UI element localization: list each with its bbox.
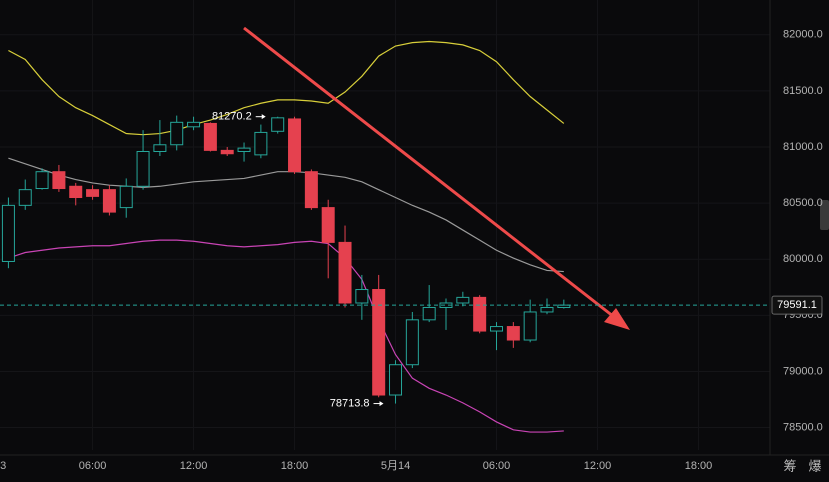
candle-body: [355, 289, 369, 304]
candle-body: [389, 364, 403, 396]
candle-body: [153, 144, 167, 152]
side-handle[interactable]: [820, 200, 829, 230]
candle-body: [338, 241, 352, 304]
x-tick-label: 5月14: [381, 460, 410, 472]
y-tick-label: 78500.0: [783, 421, 823, 433]
candle-body: [321, 207, 335, 243]
y-tick-label: 79000.0: [783, 365, 823, 377]
candle-body: [1, 204, 15, 262]
candle-body: [237, 147, 251, 152]
candle-body: [69, 185, 83, 199]
candle-body: [220, 149, 234, 155]
candle-body: [456, 296, 470, 304]
candle-body: [372, 289, 386, 396]
band-line: [8, 40, 565, 136]
last-price-label: 79591.1: [777, 299, 817, 311]
candle-body: [187, 121, 201, 128]
toolbar-icon[interactable]: 爆: [808, 458, 821, 473]
band-line: [8, 157, 564, 273]
candle-body: [102, 189, 116, 213]
bands: [8, 40, 565, 433]
y-tick-label: 82000.0: [783, 29, 823, 41]
candle-body: [203, 122, 217, 151]
y-tick-label: 80500.0: [783, 197, 823, 209]
candle-body: [86, 189, 100, 197]
candle-body: [18, 189, 32, 206]
y-tick-label: 81500.0: [783, 85, 823, 97]
candle-body: [405, 319, 419, 366]
x-tick-label: 18:00: [281, 460, 309, 472]
candle-body: [490, 326, 504, 332]
y-tick-label: 81000.0: [783, 141, 823, 153]
candle-body: [52, 171, 66, 190]
last-price-box: [771, 295, 823, 315]
x-tick-label: 18:00: [685, 460, 713, 472]
candle-body: [473, 296, 487, 332]
x-tick-label: 12:00: [180, 460, 208, 472]
label-arrow-head: [261, 114, 266, 120]
x-tick-label: 12:00: [584, 460, 612, 472]
candle-body: [506, 326, 520, 341]
candle-body: [304, 171, 318, 209]
candle-body: [288, 118, 302, 173]
candle-body: [136, 150, 150, 187]
toolbar-icon[interactable]: 筹: [783, 458, 796, 473]
candle-body: [271, 117, 285, 132]
y-tick-label: 80000.0: [783, 253, 823, 265]
candle-body: [254, 131, 268, 156]
trend-arrow-head: [604, 308, 630, 330]
labels: 81270.2 78713.8: [212, 111, 384, 409]
low-label: 78713.8: [330, 397, 370, 409]
candle-body: [523, 311, 537, 341]
candle-body: [170, 121, 184, 146]
candle-body: [540, 306, 554, 313]
label-arrow-head: [379, 401, 384, 407]
candle-body: [422, 306, 436, 321]
trend-arrow: [243, 26, 619, 322]
band-line: [8, 239, 564, 433]
candle-body: [35, 171, 49, 190]
candle-body: [439, 302, 453, 308]
x-tick-label: 06:00: [79, 460, 107, 472]
candles: [1, 115, 571, 404]
x-tick-label: 06:00: [483, 460, 511, 472]
x-tick-label: 5月13: [0, 460, 6, 472]
high-label: 81270.2: [212, 111, 252, 123]
candle-body: [119, 185, 133, 209]
